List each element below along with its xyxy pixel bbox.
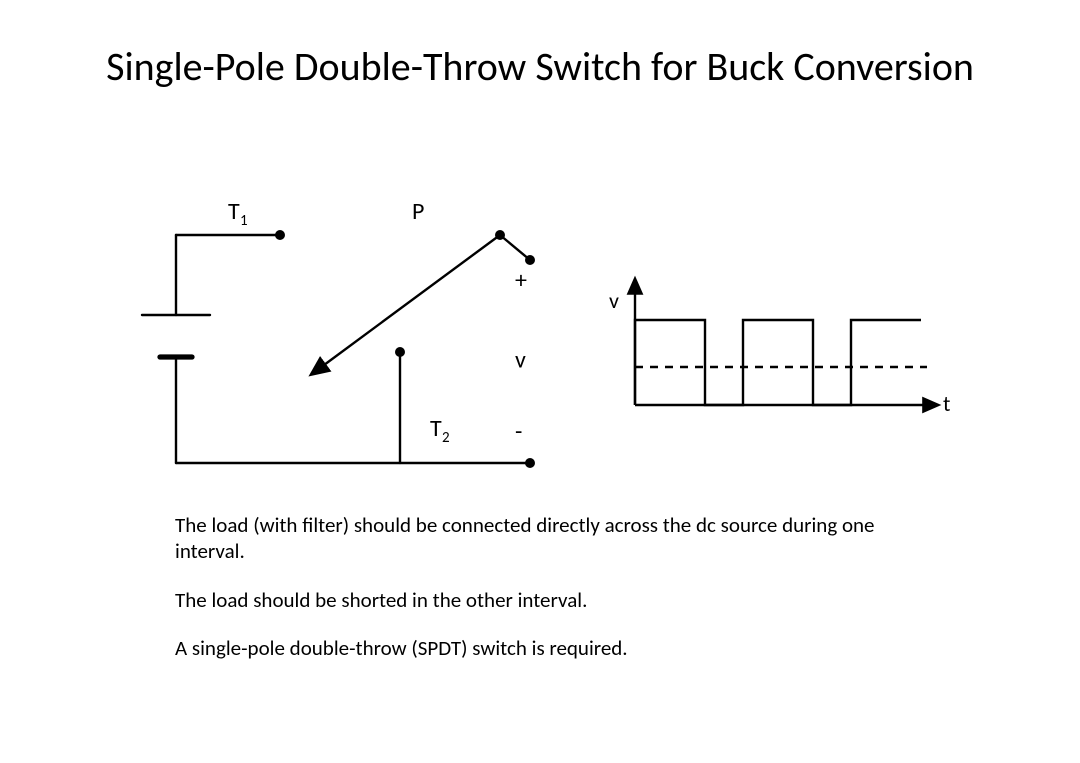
svg-text:v: v (609, 287, 619, 314)
svg-text:T: T (430, 414, 442, 443)
description-text: The load (with filter) should be connect… (175, 512, 875, 683)
svg-text:P: P (412, 197, 424, 226)
svg-text:1: 1 (240, 212, 248, 230)
circuit-svg: T1PT2+v- (130, 185, 550, 475)
svg-text:v: v (515, 346, 526, 375)
paragraph-2: The load should be shorted in the other … (175, 587, 875, 613)
slide-title: Single-Pole Double-Throw Switch for Buck… (0, 44, 1080, 90)
circuit-diagram: T1PT2+v- (130, 185, 550, 475)
waveform-svg: vt (595, 275, 955, 435)
waveform-diagram: vt (595, 275, 955, 435)
paragraph-3: A single-pole double-throw (SPDT) switch… (175, 635, 875, 661)
slide: Single-Pole Double-Throw Switch for Buck… (0, 0, 1080, 763)
svg-text:t: t (943, 390, 950, 417)
svg-text:2: 2 (442, 429, 450, 447)
svg-text:+: + (515, 266, 527, 295)
svg-text:T: T (228, 197, 240, 226)
svg-text:-: - (515, 417, 522, 446)
paragraph-1: The load (with filter) should be connect… (175, 512, 875, 565)
